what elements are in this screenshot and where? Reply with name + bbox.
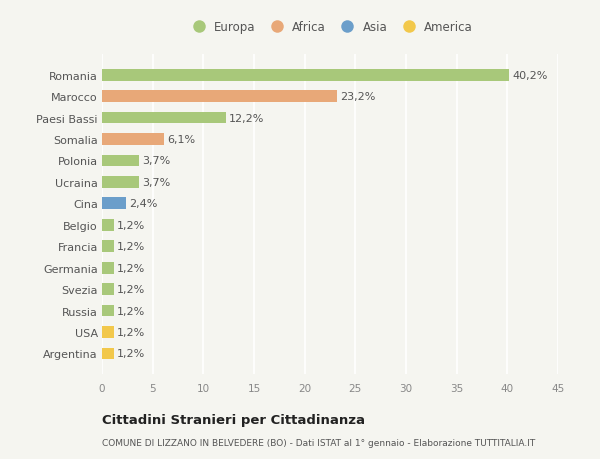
- Text: 1,2%: 1,2%: [117, 306, 145, 316]
- Text: 3,7%: 3,7%: [143, 156, 171, 166]
- Bar: [102, 177, 139, 188]
- Text: 1,2%: 1,2%: [117, 242, 145, 252]
- Bar: [102, 134, 164, 146]
- Text: 1,2%: 1,2%: [117, 220, 145, 230]
- Text: 1,2%: 1,2%: [117, 327, 145, 337]
- Bar: [102, 284, 114, 296]
- Bar: [102, 305, 114, 317]
- Legend: Europa, Africa, Asia, America: Europa, Africa, Asia, America: [182, 17, 478, 39]
- Bar: [102, 326, 114, 338]
- Bar: [102, 70, 509, 81]
- Text: COMUNE DI LIZZANO IN BELVEDERE (BO) - Dati ISTAT al 1° gennaio - Elaborazione TU: COMUNE DI LIZZANO IN BELVEDERE (BO) - Da…: [102, 438, 535, 448]
- Bar: [102, 155, 139, 167]
- Bar: [102, 241, 114, 252]
- Text: 12,2%: 12,2%: [229, 113, 264, 123]
- Text: 23,2%: 23,2%: [340, 92, 376, 102]
- Text: 1,2%: 1,2%: [117, 263, 145, 273]
- Text: 1,2%: 1,2%: [117, 349, 145, 358]
- Text: 6,1%: 6,1%: [167, 134, 195, 145]
- Bar: [102, 348, 114, 359]
- Bar: [102, 219, 114, 231]
- Bar: [102, 198, 127, 210]
- Text: 40,2%: 40,2%: [512, 71, 548, 80]
- Bar: [102, 91, 337, 103]
- Text: 2,4%: 2,4%: [130, 199, 158, 209]
- Text: Cittadini Stranieri per Cittadinanza: Cittadini Stranieri per Cittadinanza: [102, 413, 365, 426]
- Text: 1,2%: 1,2%: [117, 285, 145, 295]
- Text: 3,7%: 3,7%: [143, 178, 171, 187]
- Bar: [102, 262, 114, 274]
- Bar: [102, 112, 226, 124]
